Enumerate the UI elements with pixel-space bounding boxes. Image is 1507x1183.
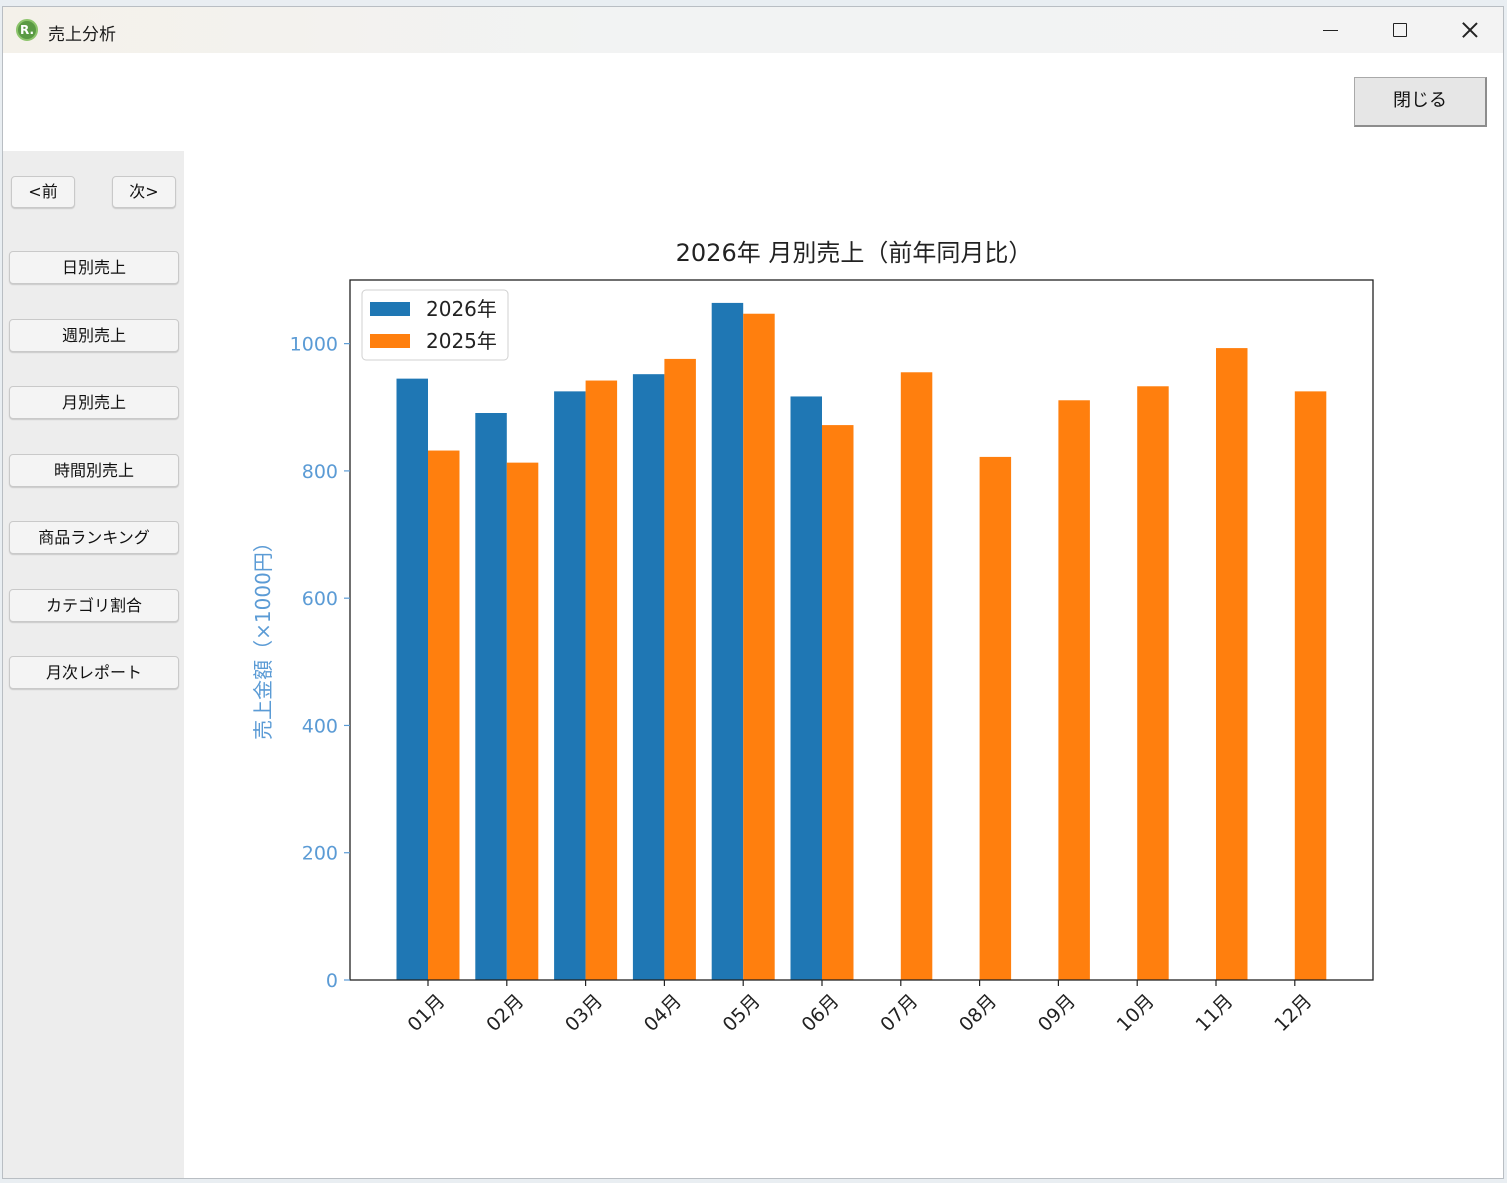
y-tick-label: 600 [302,588,338,610]
app-window: R. 売上分析 閉じる <前 次> 日別売上 週別売上 月別売上 時間別売上 商… [2,6,1504,1179]
close-dialog-button[interactable]: 閉じる [1354,77,1487,127]
app-icon: R. [16,19,38,41]
legend-swatch [370,302,410,316]
sidebar-item-product-ranking[interactable]: 商品ランキング [9,521,179,554]
next-button[interactable]: 次> [112,176,176,208]
x-tick-label: 05月 [719,990,765,1036]
bar-chart-svg: 2026年 月別売上（前年同月比） 売上金額（×1000円） 0 200 400 60… [251,239,1374,1036]
prev-button[interactable]: <前 [11,176,75,208]
bar-previous-7 [900,372,933,980]
bar-current-1 [396,378,428,980]
x-tick-label: 12月 [1270,990,1316,1036]
sidebar-item-monthly-report[interactable]: 月次レポート [9,656,179,689]
bar-previous-6 [822,425,854,980]
window-title: 売上分析 [48,25,116,45]
x-tick-label: 09月 [1034,990,1080,1036]
x-tick-label: 10月 [1113,990,1159,1036]
x-tick-label: 11月 [1191,990,1237,1036]
bar-previous-2 [506,462,539,980]
y-tick-label: 1000 [290,334,338,356]
y-tick-label: 800 [302,461,338,483]
plot-frame [349,279,1374,981]
sidebar-item-daily-sales[interactable]: 日別売上 [9,251,179,284]
sidebar-item-category-share[interactable]: カテゴリ割合 [9,589,179,622]
sidebar-item-hourly-sales[interactable]: 時間別売上 [9,454,179,487]
bar-previous-5 [743,313,775,980]
legend-label: 2025年 [426,329,497,353]
bar-previous-9 [1058,400,1090,980]
sales-chart: 2026年 月別売上（前年同月比） 売上金額（×1000円） 0 200 400 60… [184,151,1503,1178]
y-tick-label: 200 [302,843,338,865]
bar-previous-10 [1137,386,1169,980]
bar-previous-12 [1294,391,1327,980]
x-tick-label: 04月 [640,990,686,1036]
sidebar-item-weekly-sales[interactable]: 週別売上 [9,319,179,352]
x-tick-label: 07月 [876,990,922,1036]
maximize-button[interactable] [1365,7,1435,53]
bar-previous-11 [1216,348,1248,980]
bar-previous-1 [428,450,460,981]
bar-previous-8 [979,456,1012,981]
window-close-button[interactable] [1435,7,1503,53]
x-tick-label: 02月 [482,990,528,1036]
y-tick-label: 0 [326,970,338,992]
legend-swatch [370,334,410,348]
title-bar: R. 売上分析 [3,7,1503,53]
bar-current-5 [711,302,744,981]
x-tick-label: 06月 [797,990,843,1036]
bar-previous-3 [585,380,618,980]
bar-previous-4 [664,358,696,981]
y-tick-label: 400 [302,715,338,737]
sidebar: <前 次> 日別売上 週別売上 月別売上 時間別売上 商品ランキング カテゴリ割… [3,151,184,1178]
bar-current-4 [632,374,665,980]
maximize-icon [1393,23,1407,37]
y-axis-label: 売上金額（×1000円） [251,532,275,740]
x-tick-label: 01月 [403,990,449,1036]
bar-current-3 [554,391,586,980]
x-tick-label: 08月 [955,990,1001,1036]
minimize-icon [1322,29,1338,31]
minimize-button[interactable] [1295,7,1365,53]
sidebar-item-monthly-sales[interactable]: 月別売上 [9,386,179,419]
close-icon [1462,22,1478,38]
bar-current-2 [475,413,507,980]
legend-label: 2026年 [426,297,497,321]
chart-title: 2026年 月別売上（前年同月比） [676,239,1033,267]
x-tick-label: 03月 [561,990,607,1036]
bar-current-6 [790,396,822,980]
